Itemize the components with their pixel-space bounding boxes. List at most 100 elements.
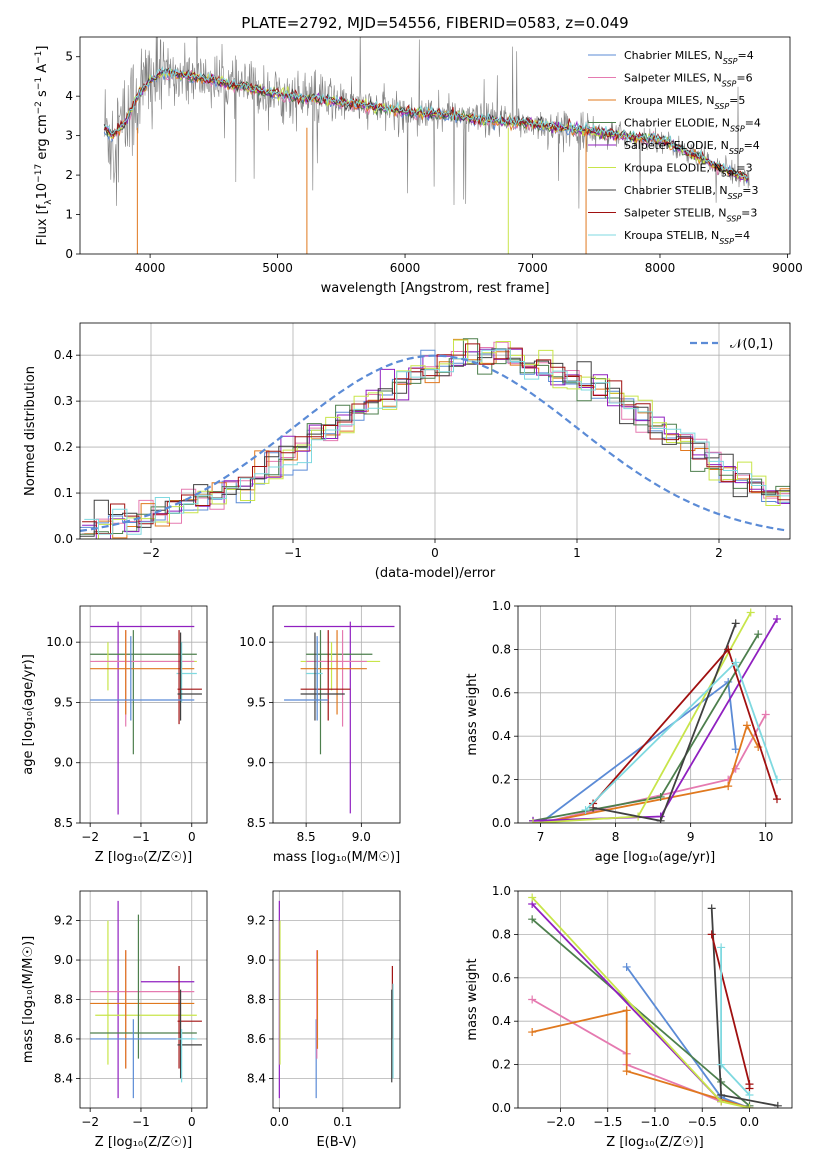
x-tick-label: 6000 [390,261,421,275]
weight-marker [622,1067,631,1076]
y-tick-label: 8.8 [247,993,266,1007]
legend-n-sub: SSP [726,214,741,223]
y-axis-label: Normed distribution [23,366,38,496]
y-tick-label: 9.5 [247,695,266,709]
y-tick-label: 9.0 [54,953,73,967]
y-label-part: −1 [34,77,44,90]
weight-marker [772,775,781,784]
y-tick-label: 0 [65,247,73,261]
legend-n-sub: SSP [722,169,737,178]
weight-marker [528,893,537,902]
y-label-part: −2 [34,101,44,114]
y-tick-label: 0.8 [492,642,511,656]
weight-marker [656,792,665,801]
y-tick-label: 8.4 [54,1071,73,1085]
y-label-part: A [35,64,50,77]
legend-sep: , [699,94,706,107]
weight-marker [731,619,740,628]
legend-model-name: Chabrier ELODIE [624,117,715,130]
y-tick-label: 8.5 [247,816,266,830]
model-spectrum [103,66,749,179]
weight-marker [717,1060,726,1069]
legend-sep: , [715,117,722,130]
legend-label: Chabrier MILES, NSSP=4 [624,49,754,66]
plot-area-mass_weight_vs_Z [528,893,782,1108]
figure-title: PLATE=2792, MJD=54556, FIBERID=0583, z=0… [241,14,628,32]
legend-model-name: Chabrier STELIB [624,184,712,197]
legend-model-name: Kroupa MILES [624,94,699,107]
x-tick-label: 2 [715,546,723,560]
legend-model-name: Kroupa STELIB [624,229,704,242]
legend-label: Kroupa ELODIE, NSSP=3 [624,162,753,179]
axes-frame [272,890,401,1109]
y-tick-label: 1.0 [492,884,511,898]
legend-label: Chabrier ELODIE, NSSP=4 [624,117,761,134]
legend-n-sub: SSP [719,237,734,246]
x-tick-label: 7000 [517,261,548,275]
panel-mass_vs_ebv: 0.0 0.1 8.4 8.6 8.8 9.0 9.2 E(B-V) [247,890,401,1150]
plot-area-spectrum [103,37,750,254]
legend-n-prefix: N [713,72,721,85]
weight-marker [761,710,770,719]
x-tick-label: −1 [132,830,150,844]
legend-n-prefix: N [721,139,729,152]
y-label-part: −1 [34,51,44,64]
legend-sep: , [706,72,713,85]
grid-age_vs_Z [80,606,207,824]
y-tick-label: 0.6 [492,971,511,985]
y-tick-label: 0.3 [54,394,73,408]
x-tick-label: 0 [188,830,196,844]
y-tick-label: 9.0 [247,756,266,770]
y-label-part: Flux [f [35,204,50,245]
legend-eq: = [737,49,746,62]
legend-eq: = [745,117,754,130]
legend-label: Salpeter ELODIE, NSSP=4 [624,139,760,156]
residual-histogram [80,348,790,537]
y-tick-label: 0.6 [492,686,511,700]
x-tick-label: 0.0 [270,1115,289,1129]
legend-eq: = [742,184,751,197]
legend-n-value: 4 [753,139,760,152]
legend-label: Salpeter MILES, NSSP=6 [624,72,753,89]
weight-marker [528,915,537,924]
x-tick-label: −0.5 [688,1115,717,1129]
y-tick-label: 10.0 [239,635,266,649]
y-tick-label: 0.8 [492,927,511,941]
legend-n-prefix: N [711,229,719,242]
y-label-part: λ [44,199,54,205]
y-tick-label: 0.2 [54,440,73,454]
y-tick-label: 9.2 [247,914,266,928]
x-axis-label: Z [log₁₀(Z/Z☉)] [95,1135,192,1150]
legend-n-value: 4 [754,117,761,130]
x-tick-label: −2 [81,1115,99,1129]
gaussian-curve [80,354,788,532]
axes-frame [79,605,208,824]
legend-n-sub: SSP [729,147,744,156]
legend-n-prefix: N [718,207,726,220]
x-tick-label: 7 [537,830,545,844]
legend-n-sub: SSP [722,79,737,88]
axes-frame [79,890,208,1109]
weight-marker [528,1028,537,1037]
residual-histogram [82,348,790,539]
weight-line [540,723,759,823]
legend-n-sub: SSP [730,124,745,133]
legend-label: Kroupa STELIB, NSSP=4 [624,229,750,246]
y-axis-label: Flux [fλ10−17 erg cm−2 s−1 A−1] [34,46,54,246]
y-tick-label: 0.2 [492,1058,511,1072]
weight-marker [724,782,733,791]
legend-label: Salpeter STELIB, NSSP=3 [624,207,757,224]
x-tick-label: −2.0 [546,1115,575,1129]
x-tick-label: 0.1 [333,1115,352,1129]
panel-age_vs_mass: 8.5 9.0 8.5 9.0 9.5 10.0 mass [log₁₀(M/M☉)] [239,605,401,865]
legend-n-value: 5 [738,94,745,107]
y-tick-label: 0.0 [492,1101,511,1115]
axes-frame [79,322,791,540]
y-tick-label: 8.6 [54,1032,73,1046]
y-tick-label: 0.4 [492,1014,511,1028]
panel-spectrum: 4000 5000 6000 7000 8000 9000012345wavelength… [34,36,803,296]
y-tick-label: 0.4 [492,729,511,743]
legend-sep: , [706,162,713,175]
x-axis-label: E(B-V) [316,1135,356,1150]
